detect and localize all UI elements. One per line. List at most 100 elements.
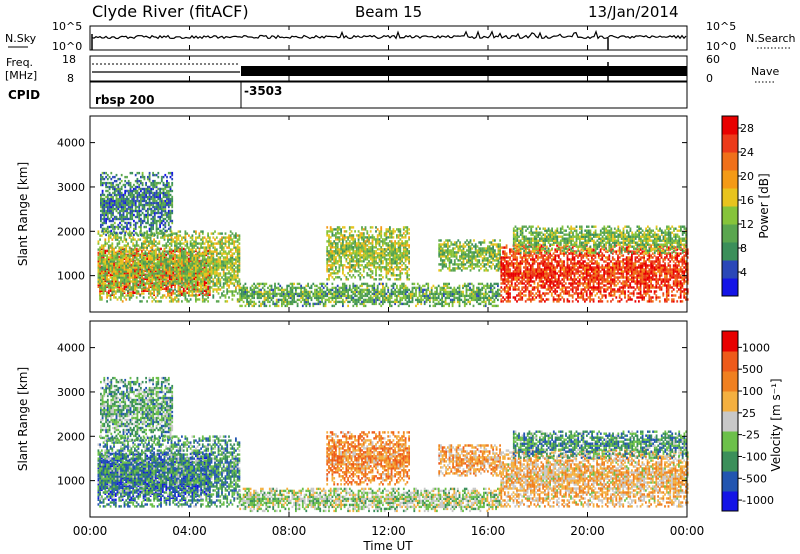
heatmap-cell <box>335 272 337 275</box>
heatmap-cell <box>138 179 141 183</box>
heatmap-cell <box>437 300 440 304</box>
heatmap-cell <box>107 289 110 292</box>
heatmap-cell <box>491 300 494 304</box>
heatmap-cell <box>130 251 133 255</box>
heatmap-cell <box>236 298 239 301</box>
heatmap-cell <box>207 256 209 259</box>
heatmap-cell <box>333 234 336 237</box>
heatmap-cell <box>107 281 110 284</box>
heatmap-cell <box>177 246 180 249</box>
heatmap-cell <box>107 257 110 261</box>
heatmap-cell <box>106 185 109 189</box>
heatmap-cell <box>116 242 119 245</box>
heatmap-cell <box>416 286 419 290</box>
heatmap-cell <box>151 265 154 269</box>
heatmap-cell <box>296 292 299 296</box>
heatmap-cell <box>196 242 199 245</box>
heatmap-cell <box>118 236 121 239</box>
heatmap-cell <box>108 217 111 221</box>
heatmap-cell <box>268 304 271 308</box>
heatmap-cell <box>312 292 315 296</box>
heatmap-cell <box>137 274 140 277</box>
heatmap-cell <box>268 284 271 288</box>
heatmap-cell <box>111 255 114 259</box>
heatmap-cell <box>277 282 280 286</box>
heatmap-cell <box>184 230 187 233</box>
heatmap-cell <box>326 258 329 261</box>
heatmap-cell <box>177 289 180 292</box>
heatmap-cell <box>161 269 164 273</box>
heatmap-cell <box>188 257 190 261</box>
heatmap-cell <box>143 213 146 217</box>
heatmap-cell <box>165 269 168 273</box>
heatmap-cell <box>443 282 445 286</box>
heatmap-cell <box>303 298 306 302</box>
heatmap-cell <box>110 219 113 223</box>
heatmap-cell <box>163 276 166 279</box>
heatmap-cell <box>110 177 113 181</box>
heatmap-cell <box>111 282 114 285</box>
heatmap-cell <box>378 302 381 306</box>
heatmap-cell <box>146 300 148 303</box>
heatmap-cell <box>149 266 152 269</box>
heatmap-cell <box>162 231 165 235</box>
heatmap-cell <box>200 272 202 275</box>
heatmap-cell <box>497 288 499 292</box>
heatmap-cell <box>182 266 185 269</box>
heatmap-cell <box>347 266 349 269</box>
heatmap-cell <box>112 175 114 179</box>
heatmap-cell <box>226 300 229 303</box>
heatmap-cell <box>123 296 126 299</box>
heatmap-cell <box>233 240 236 243</box>
heatmap-cell <box>195 274 197 277</box>
heatmap-cell <box>207 252 209 255</box>
heatmap-cell <box>126 181 128 185</box>
heatmap-cell <box>182 242 185 245</box>
heatmap-cell <box>140 213 142 217</box>
heatmap-cell <box>214 282 216 285</box>
heatmap-cell <box>182 247 185 251</box>
heatmap-cell <box>340 290 342 294</box>
heatmap-cell <box>150 221 153 225</box>
heatmap-cell <box>235 256 237 259</box>
heatmap-cell <box>132 248 135 251</box>
heatmap-cell <box>120 236 122 239</box>
heatmap-cell <box>239 292 242 296</box>
heatmap-cell <box>321 282 323 286</box>
heatmap-cell <box>483 292 485 296</box>
heatmap-cell <box>99 286 101 289</box>
heatmap-cell <box>366 298 369 302</box>
heatmap-cell <box>233 262 236 265</box>
heatmap-cell <box>253 286 255 290</box>
heatmap-cell <box>137 286 140 289</box>
heatmap-cell <box>137 290 140 293</box>
heatmap-cell <box>336 236 339 239</box>
heatmap-cell <box>113 175 116 179</box>
heatmap-cell <box>265 296 268 300</box>
heatmap-cell <box>99 265 101 269</box>
heatmap-cell <box>298 282 301 286</box>
heatmap-cell <box>100 255 103 259</box>
heatmap-cell <box>167 221 170 225</box>
heatmap-cell <box>162 227 165 231</box>
heatmap-cell <box>348 240 351 243</box>
heatmap-cell <box>171 233 174 237</box>
heatmap-cell <box>177 242 180 245</box>
heatmap-cell <box>172 298 175 301</box>
heatmap-cell <box>210 286 213 289</box>
heatmap-cell <box>498 288 501 292</box>
heatmap-cell <box>115 187 118 191</box>
heatmap-cell <box>181 275 183 278</box>
heatmap-cell <box>291 282 294 286</box>
heatmap-cell <box>495 290 497 294</box>
heatmap-region-3 <box>239 282 501 308</box>
nave-tick-top: 60 <box>706 53 720 66</box>
heatmap-cell <box>188 234 190 237</box>
heatmap-cell <box>214 230 216 233</box>
heatmap-cell <box>331 304 334 308</box>
heatmap-cell <box>161 275 164 278</box>
heatmap-cell <box>415 286 417 290</box>
heatmap-cell <box>282 288 285 292</box>
heatmap-cell <box>158 255 161 259</box>
heatmap-cell <box>100 266 103 269</box>
